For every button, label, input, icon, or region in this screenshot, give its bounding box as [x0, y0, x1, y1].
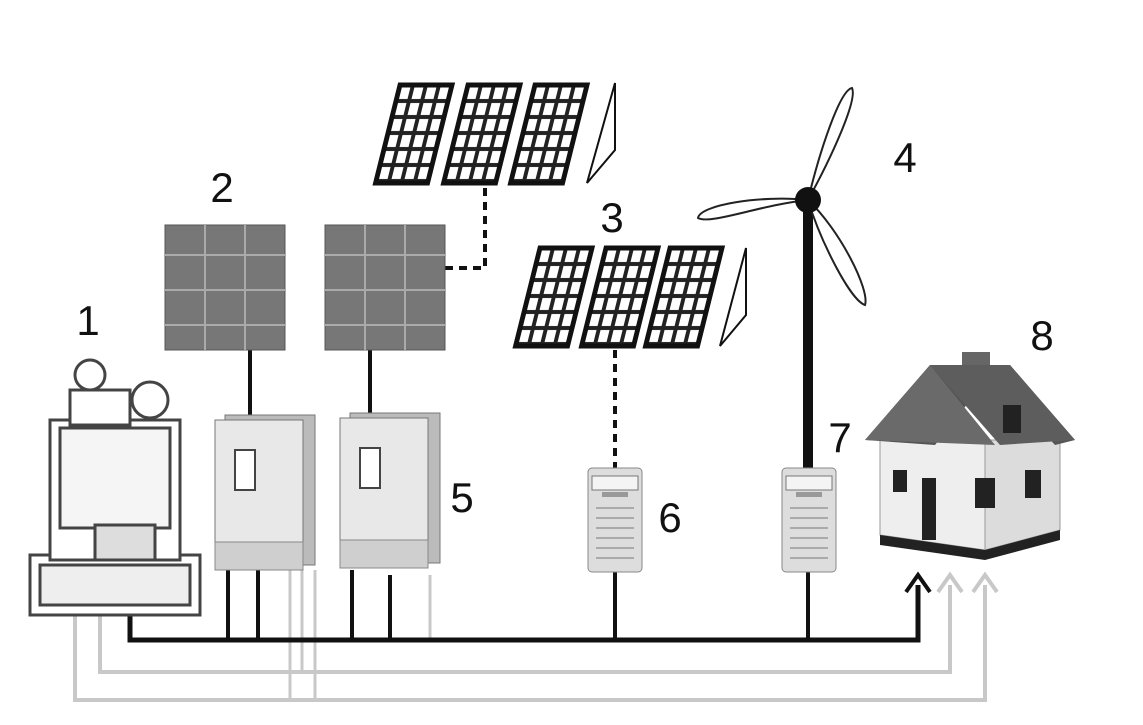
node-label: 8	[1030, 312, 1053, 359]
charge-controller	[782, 468, 836, 572]
node-label: 3	[600, 194, 623, 241]
generator	[30, 360, 200, 615]
inverter	[215, 415, 315, 570]
solar-array	[516, 248, 746, 346]
battery	[165, 225, 285, 350]
charge-controller	[588, 468, 642, 572]
node-label: 1	[76, 297, 99, 344]
node-label: 7	[828, 414, 851, 461]
wind-turbine	[698, 88, 866, 470]
node-label: 2	[210, 164, 233, 211]
diagram: 1 2 3 4 5 6 7 8	[0, 0, 1143, 725]
node-label: 5	[450, 474, 473, 521]
solar-array	[376, 83, 615, 183]
node-label: 4	[893, 134, 916, 181]
inverter	[340, 413, 440, 568]
page: 1 2 3 4 5 6 7 8 (() => { const data = JS…	[0, 0, 1143, 725]
house	[865, 352, 1075, 560]
battery	[325, 225, 445, 350]
node-label: 6	[658, 494, 681, 541]
